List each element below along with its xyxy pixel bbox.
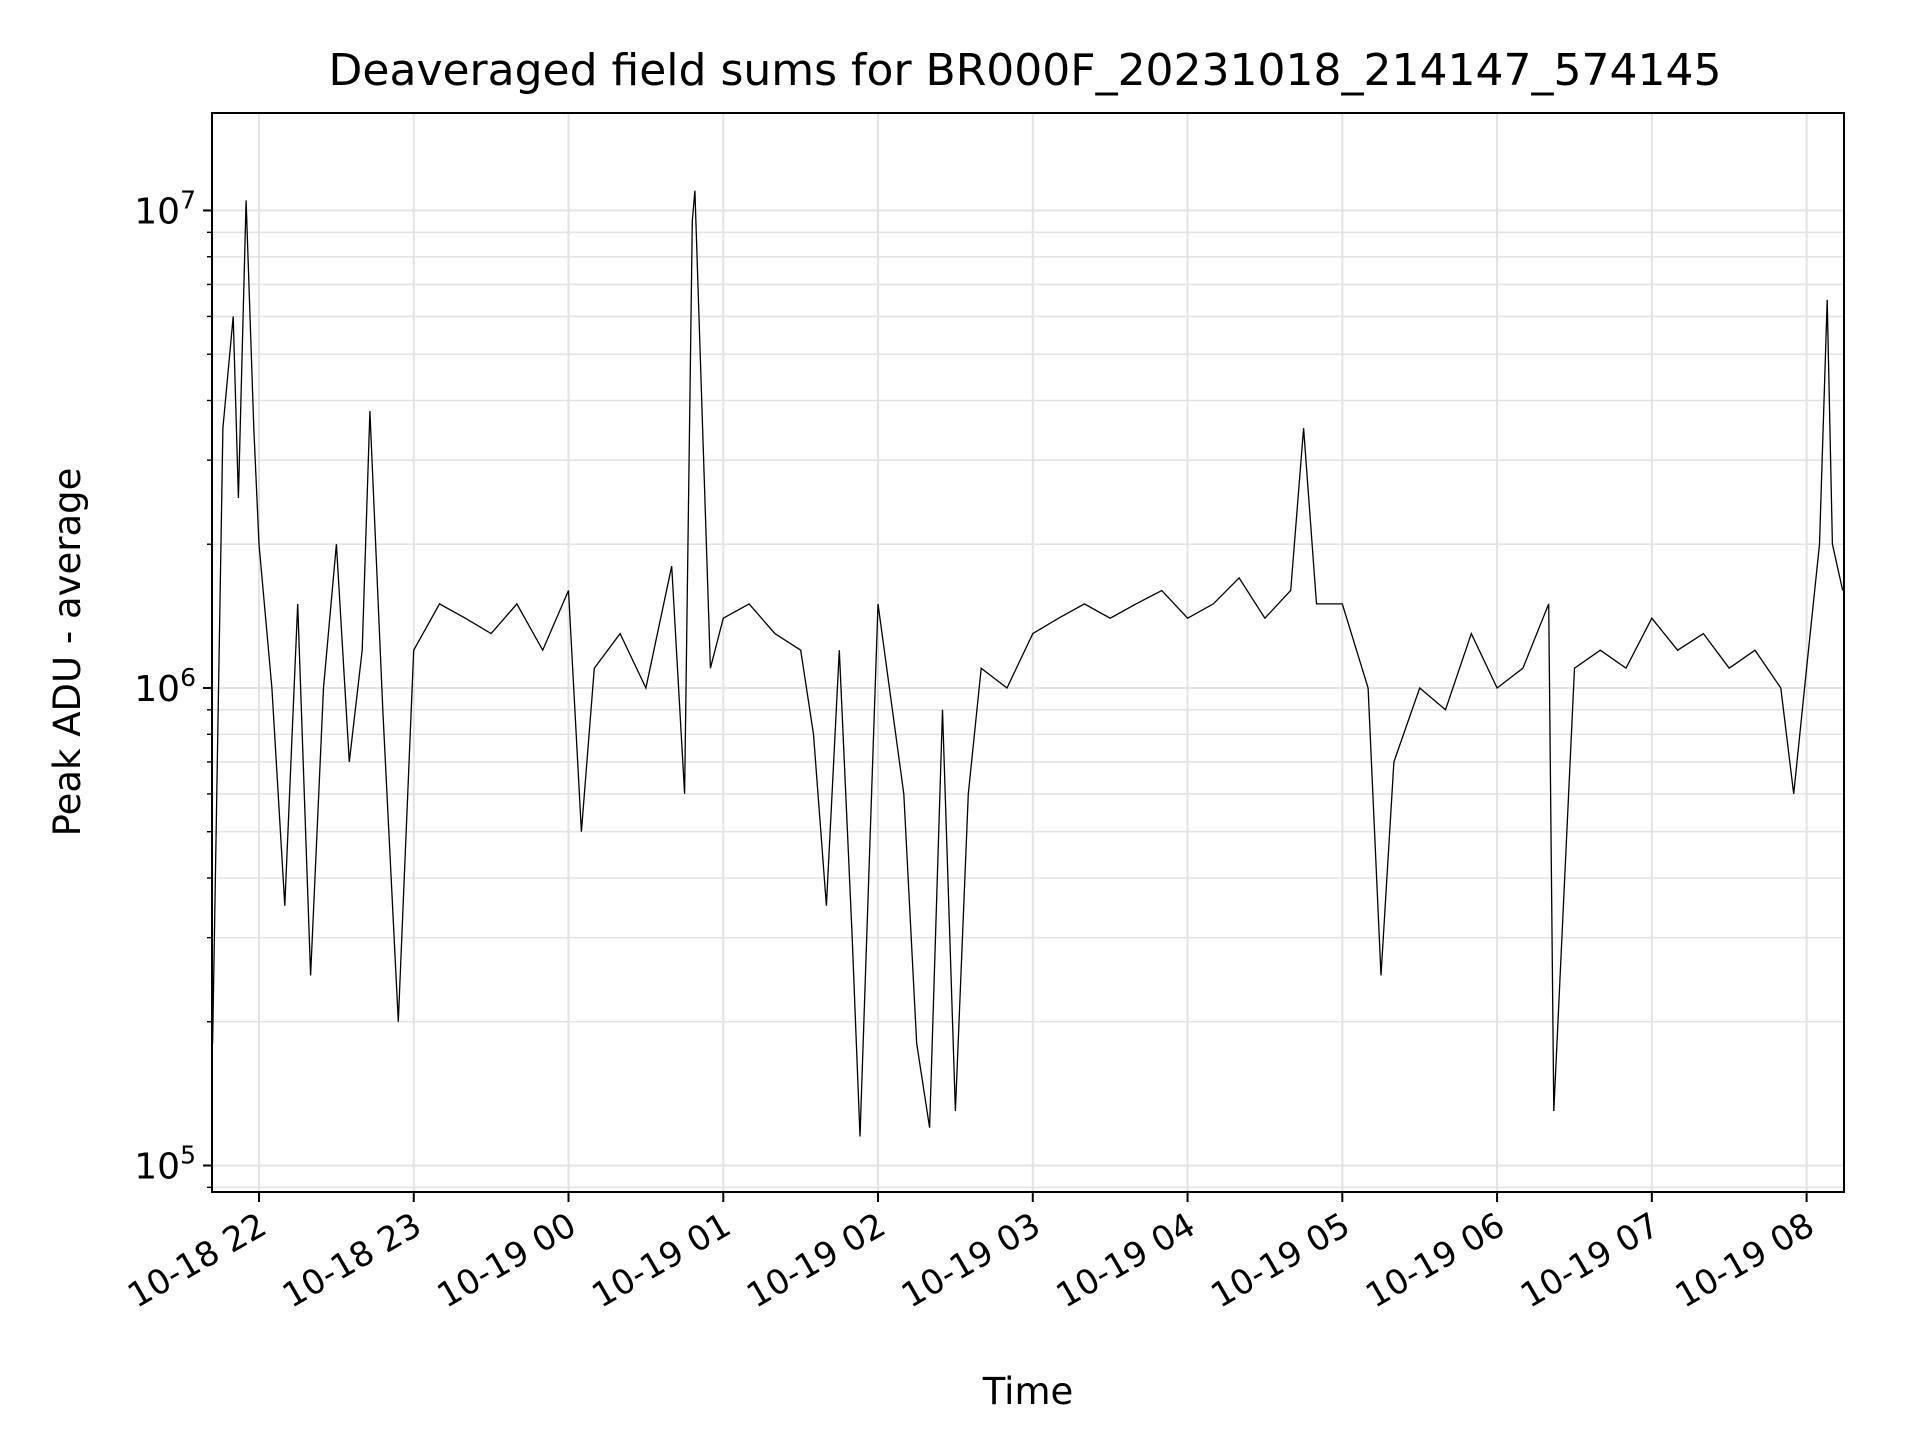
chart-title: Deaveraged field sums for BR000F_2023101…: [329, 45, 1722, 96]
y-tick-label: 105: [134, 1140, 196, 1187]
plot-frame: [211, 112, 1845, 1193]
y-tick-label: 107: [134, 185, 196, 232]
y-axis-ticks: 105 106 107: [134, 185, 212, 1189]
data-line: [211, 190, 1844, 1137]
x-axis-label: Time: [982, 1370, 1074, 1413]
series-line: [211, 190, 1844, 1137]
y-axis-label: Peak ADU - average: [46, 468, 89, 837]
y-tick-label: 106: [134, 663, 196, 710]
